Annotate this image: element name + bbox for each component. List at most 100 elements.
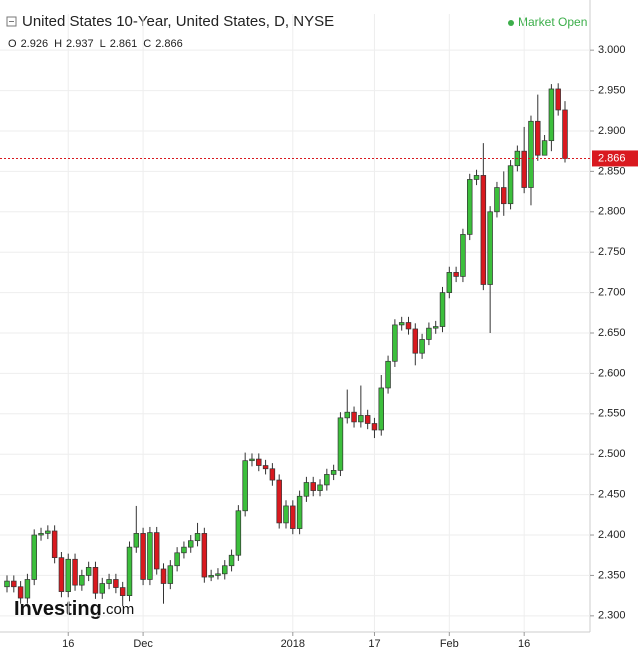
candle-body	[24, 579, 31, 599]
candle-body	[446, 272, 453, 293]
candle-body	[181, 546, 187, 554]
y-tick-label: 2.950	[598, 84, 626, 96]
candle-body	[541, 140, 548, 156]
candle-body	[412, 328, 419, 354]
last-price-box	[592, 150, 638, 167]
x-tick-label: 16	[518, 638, 530, 650]
candle-body	[58, 557, 65, 592]
candle-body	[528, 120, 534, 188]
candle-body	[194, 533, 201, 542]
y-tick-label: 2.500	[598, 448, 626, 460]
ohlc-key: O	[8, 38, 17, 50]
candle-body	[133, 533, 140, 548]
candle-body	[419, 339, 425, 354]
candle-body	[344, 411, 350, 419]
candle-body	[126, 546, 133, 596]
candle-body	[119, 587, 126, 596]
candle-body	[228, 554, 235, 567]
candle-body	[453, 272, 459, 277]
y-tick-label: 2.800	[598, 206, 626, 218]
candle-body	[426, 327, 432, 340]
candle-body	[242, 460, 248, 512]
candle-body	[215, 573, 221, 576]
candle-body	[473, 175, 480, 180]
ohlc-key: C	[143, 38, 151, 50]
candle-body	[392, 324, 398, 362]
candle-body	[222, 565, 228, 575]
y-tick-label: 3.000	[598, 44, 626, 56]
candle-body	[140, 533, 146, 580]
candle-body	[337, 417, 344, 471]
candle-body	[153, 532, 160, 570]
candle-body	[65, 558, 71, 592]
candle-body	[45, 530, 51, 534]
chart-title: United States 10-Year, United States, D,…	[22, 13, 334, 30]
candle-body	[262, 465, 269, 470]
candle-body	[324, 474, 330, 486]
candle-body	[208, 575, 214, 578]
candle-body	[256, 458, 262, 466]
ohlc-value: 2.937	[66, 38, 94, 50]
candle-body	[167, 565, 174, 584]
ohlc-value: 2.861	[110, 38, 138, 50]
candle-body	[303, 482, 310, 497]
candle-body	[51, 530, 58, 559]
market-status: Market Open	[518, 15, 587, 29]
candle-body	[317, 484, 323, 491]
candle-body	[276, 479, 282, 524]
candle-body	[31, 534, 37, 580]
candle-body	[364, 415, 371, 424]
candle-body	[11, 580, 17, 588]
candle-body	[72, 558, 78, 586]
candle-body	[480, 175, 487, 285]
candle-body	[283, 505, 289, 524]
candle-body	[432, 326, 439, 329]
candle-body	[385, 360, 391, 389]
y-tick-label: 2.450	[598, 489, 626, 501]
x-tick-label: Dec	[133, 638, 153, 650]
logo-main: Investing	[14, 598, 102, 620]
ohlc-key: H	[54, 38, 62, 50]
candle-body	[521, 150, 527, 188]
y-tick-label: 2.600	[598, 367, 626, 379]
logo-suffix: .com	[102, 601, 135, 618]
ohlc-header: O 2.926 H 2.937 L 2.861 C 2.866	[8, 38, 183, 50]
candle-body	[4, 580, 10, 588]
candle-body	[398, 322, 405, 326]
x-tick-label: 16	[62, 638, 74, 650]
candle-body	[188, 540, 194, 548]
candle-body	[535, 120, 541, 156]
candle-body	[310, 482, 316, 491]
candle-body	[460, 234, 466, 277]
candle-body	[79, 575, 85, 586]
status-dot	[508, 20, 514, 26]
candle-body	[201, 533, 208, 578]
candle-body	[147, 532, 153, 580]
candle-body	[174, 552, 180, 567]
y-tick-label: 2.850	[598, 165, 626, 177]
candle-body	[92, 567, 99, 594]
candle-body	[562, 109, 568, 159]
candle-body	[507, 165, 514, 205]
y-tick-label: 2.400	[598, 529, 626, 541]
candle-body	[269, 468, 276, 481]
candle-body	[358, 415, 364, 423]
y-tick-label: 2.700	[598, 287, 626, 299]
candle-body	[160, 568, 167, 584]
candle-body	[296, 495, 303, 529]
y-tick-label: 2.550	[598, 408, 626, 420]
candle-body	[249, 458, 255, 462]
candle-body	[371, 423, 378, 431]
y-tick-label: 2.650	[598, 327, 626, 339]
candle-body	[501, 187, 507, 205]
logo: Investing.com	[14, 598, 134, 620]
collapse-icon[interactable]	[6, 16, 17, 27]
candle-body	[351, 411, 357, 423]
x-tick-label: Feb	[440, 638, 459, 650]
candle-body	[494, 187, 500, 213]
y-tick-label: 2.300	[598, 610, 626, 622]
candle-body	[106, 579, 112, 584]
x-tick-label: 17	[368, 638, 380, 650]
